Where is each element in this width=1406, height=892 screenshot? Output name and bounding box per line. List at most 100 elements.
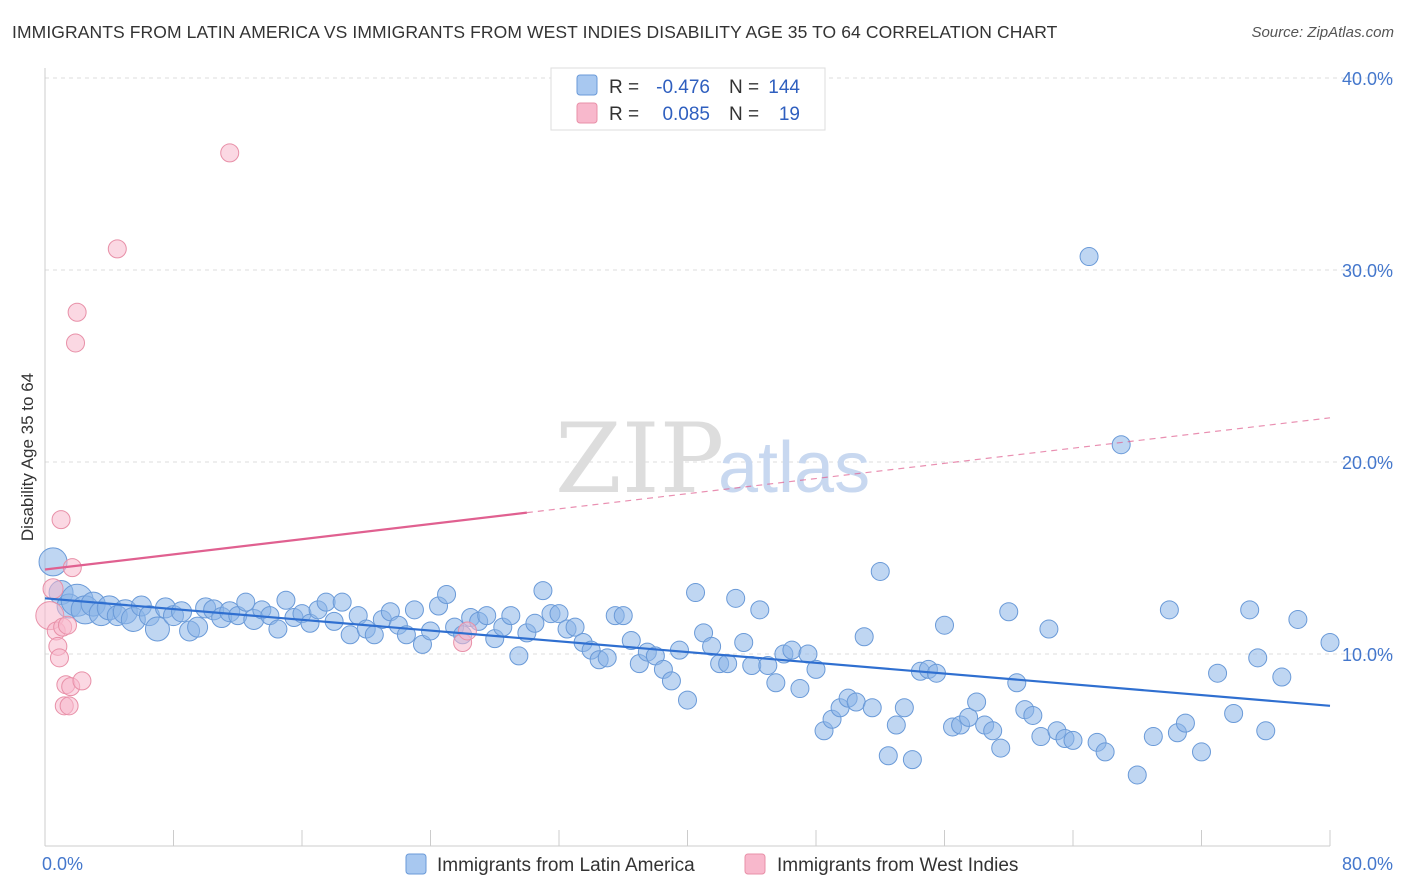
point-s0-145 — [1320, 632, 1340, 652]
point-s0-87 — [742, 656, 762, 676]
point-s0-119 — [999, 602, 1019, 622]
point-s0-92 — [782, 640, 802, 660]
point-s0-123 — [1031, 727, 1051, 747]
point-s0-114 — [959, 707, 979, 727]
x-tick-labels: 0.0% 80.0% — [42, 854, 1393, 874]
point-s0-45 — [404, 600, 424, 620]
y-tick-label-3: 40.0% — [1342, 69, 1393, 89]
point-s0-80 — [686, 583, 706, 603]
point-s0-140 — [1240, 600, 1260, 620]
legend-n-label-west-indies: N = — [729, 104, 759, 125]
point-s0-49 — [437, 584, 457, 604]
point-s0-36 — [332, 592, 352, 612]
point-s0-61 — [533, 581, 553, 601]
legend-r-label-latin-america: R = — [609, 77, 639, 98]
trend-line-west-indies-solid — [44, 511, 528, 571]
x-tick-label-0: 0.0% — [42, 854, 83, 874]
x-tick-label-1: 80.0% — [1342, 854, 1393, 874]
point-s0-103 — [870, 561, 890, 581]
point-s0-144 — [1288, 609, 1308, 629]
point-s0-54 — [477, 606, 497, 626]
trend-lines — [44, 417, 1331, 707]
point-s0-72 — [621, 631, 641, 651]
point-s1-10 — [59, 696, 79, 716]
point-s0-65 — [565, 617, 585, 637]
point-s1-5 — [51, 510, 71, 530]
legend-bottom-label-latin-america: Immigrants from Latin America — [437, 855, 695, 876]
legend-bottom-label-west-indies: Immigrants from West Indies — [777, 855, 1018, 876]
point-s0-28 — [268, 619, 288, 639]
legend-swatch-west-indies — [576, 102, 598, 124]
point-s0-34 — [316, 592, 336, 612]
point-s0-128 — [1079, 247, 1099, 267]
y-tick-label-0: 10.0% — [1342, 645, 1393, 665]
point-s0-0 — [38, 547, 68, 577]
point-s1-13 — [66, 333, 86, 353]
point-s0-77 — [661, 671, 681, 691]
grid-lines — [45, 77, 1395, 655]
y-axis-label: Disability Age 35 to 64 — [18, 373, 37, 541]
watermark: ZIP atlas — [555, 403, 870, 515]
point-s0-104 — [878, 746, 898, 766]
point-s0-106 — [894, 698, 914, 718]
point-s0-60 — [525, 613, 545, 633]
point-s0-86 — [734, 632, 754, 652]
point-s0-95 — [806, 659, 826, 679]
point-s0-85 — [726, 588, 746, 608]
point-s0-88 — [750, 600, 770, 620]
point-s0-82 — [702, 636, 722, 656]
point-s1-14 — [67, 302, 87, 322]
source-label: Source: ZipAtlas.com — [1251, 24, 1394, 41]
point-s0-142 — [1256, 721, 1276, 741]
watermark-atlas: atlas — [718, 428, 870, 508]
legend-n-value-west-indies: 19 — [779, 104, 800, 125]
point-s0-90 — [766, 673, 786, 693]
legend-stats: R = -0.476 N = 144 R = 0.085 N = 19 — [550, 67, 826, 131]
point-s0-18 — [187, 616, 209, 638]
y-tick-label-2: 30.0% — [1342, 261, 1393, 281]
point-s0-111 — [935, 615, 954, 635]
trend-line-latin-america — [44, 597, 1331, 707]
point-s0-101 — [854, 627, 874, 647]
point-s0-105 — [886, 715, 906, 735]
point-s0-137 — [1192, 742, 1211, 762]
point-s1-9 — [57, 615, 77, 635]
point-s0-37 — [340, 625, 360, 645]
point-s0-124 — [1039, 619, 1059, 639]
point-s0-63 — [549, 604, 569, 624]
point-s0-89 — [758, 656, 778, 676]
legend-series: Immigrants from Latin America Immigrants… — [405, 853, 1018, 876]
point-s0-29 — [276, 590, 296, 610]
chart-title: IMMIGRANTS FROM LATIN AMERICA VS IMMIGRA… — [12, 22, 1058, 42]
point-s0-57 — [501, 606, 521, 626]
point-s0-71 — [613, 606, 633, 626]
legend-r-label-west-indies: R = — [609, 104, 639, 125]
legend-bottom-swatch-west-indies — [744, 853, 766, 875]
point-s0-138 — [1208, 663, 1228, 683]
point-s0-24 — [236, 592, 256, 612]
legend-bottom-swatch-latin-america — [405, 853, 427, 875]
point-s0-69 — [597, 648, 617, 668]
point-s1-19 — [457, 621, 477, 641]
point-s0-58 — [509, 646, 529, 666]
point-s0-100 — [846, 692, 866, 712]
point-s0-118 — [991, 738, 1011, 758]
trend-line-west-indies-dashed — [526, 417, 1331, 514]
point-s0-143 — [1272, 667, 1292, 687]
point-s0-122 — [1023, 705, 1043, 725]
point-s0-134 — [1159, 600, 1179, 620]
point-s0-120 — [1007, 673, 1027, 693]
point-s0-136 — [1175, 713, 1195, 733]
y-tick-label-1: 20.0% — [1342, 453, 1393, 473]
point-s0-107 — [902, 750, 922, 770]
point-s0-16 — [171, 601, 193, 623]
point-s0-102 — [862, 698, 882, 718]
legend-n-label-latin-america: N = — [729, 77, 759, 98]
legend-n-value-latin-america: 144 — [768, 77, 800, 98]
point-s0-131 — [1111, 435, 1131, 455]
data-points — [35, 143, 1340, 785]
point-s1-16 — [107, 239, 127, 259]
point-s0-79 — [678, 690, 697, 710]
point-s1-4 — [49, 648, 69, 668]
